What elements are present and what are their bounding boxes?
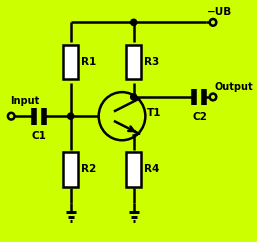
Text: R3: R3 bbox=[144, 57, 159, 67]
Text: R1: R1 bbox=[81, 57, 96, 67]
Circle shape bbox=[131, 19, 137, 25]
Circle shape bbox=[99, 92, 145, 140]
Text: Output: Output bbox=[215, 82, 253, 92]
Bar bbox=[126, 45, 141, 79]
Circle shape bbox=[210, 94, 216, 100]
Text: R4: R4 bbox=[144, 164, 160, 174]
Circle shape bbox=[210, 19, 216, 26]
Text: R2: R2 bbox=[81, 164, 96, 174]
Text: −UB: −UB bbox=[207, 7, 232, 16]
Text: T1: T1 bbox=[146, 108, 161, 118]
Text: Input: Input bbox=[10, 96, 39, 106]
Bar bbox=[63, 45, 78, 79]
Text: C2: C2 bbox=[193, 112, 208, 122]
Bar bbox=[63, 152, 78, 187]
Circle shape bbox=[131, 94, 137, 100]
Circle shape bbox=[68, 113, 74, 119]
Text: C1: C1 bbox=[32, 131, 47, 141]
Circle shape bbox=[8, 113, 14, 120]
Bar bbox=[126, 152, 141, 187]
